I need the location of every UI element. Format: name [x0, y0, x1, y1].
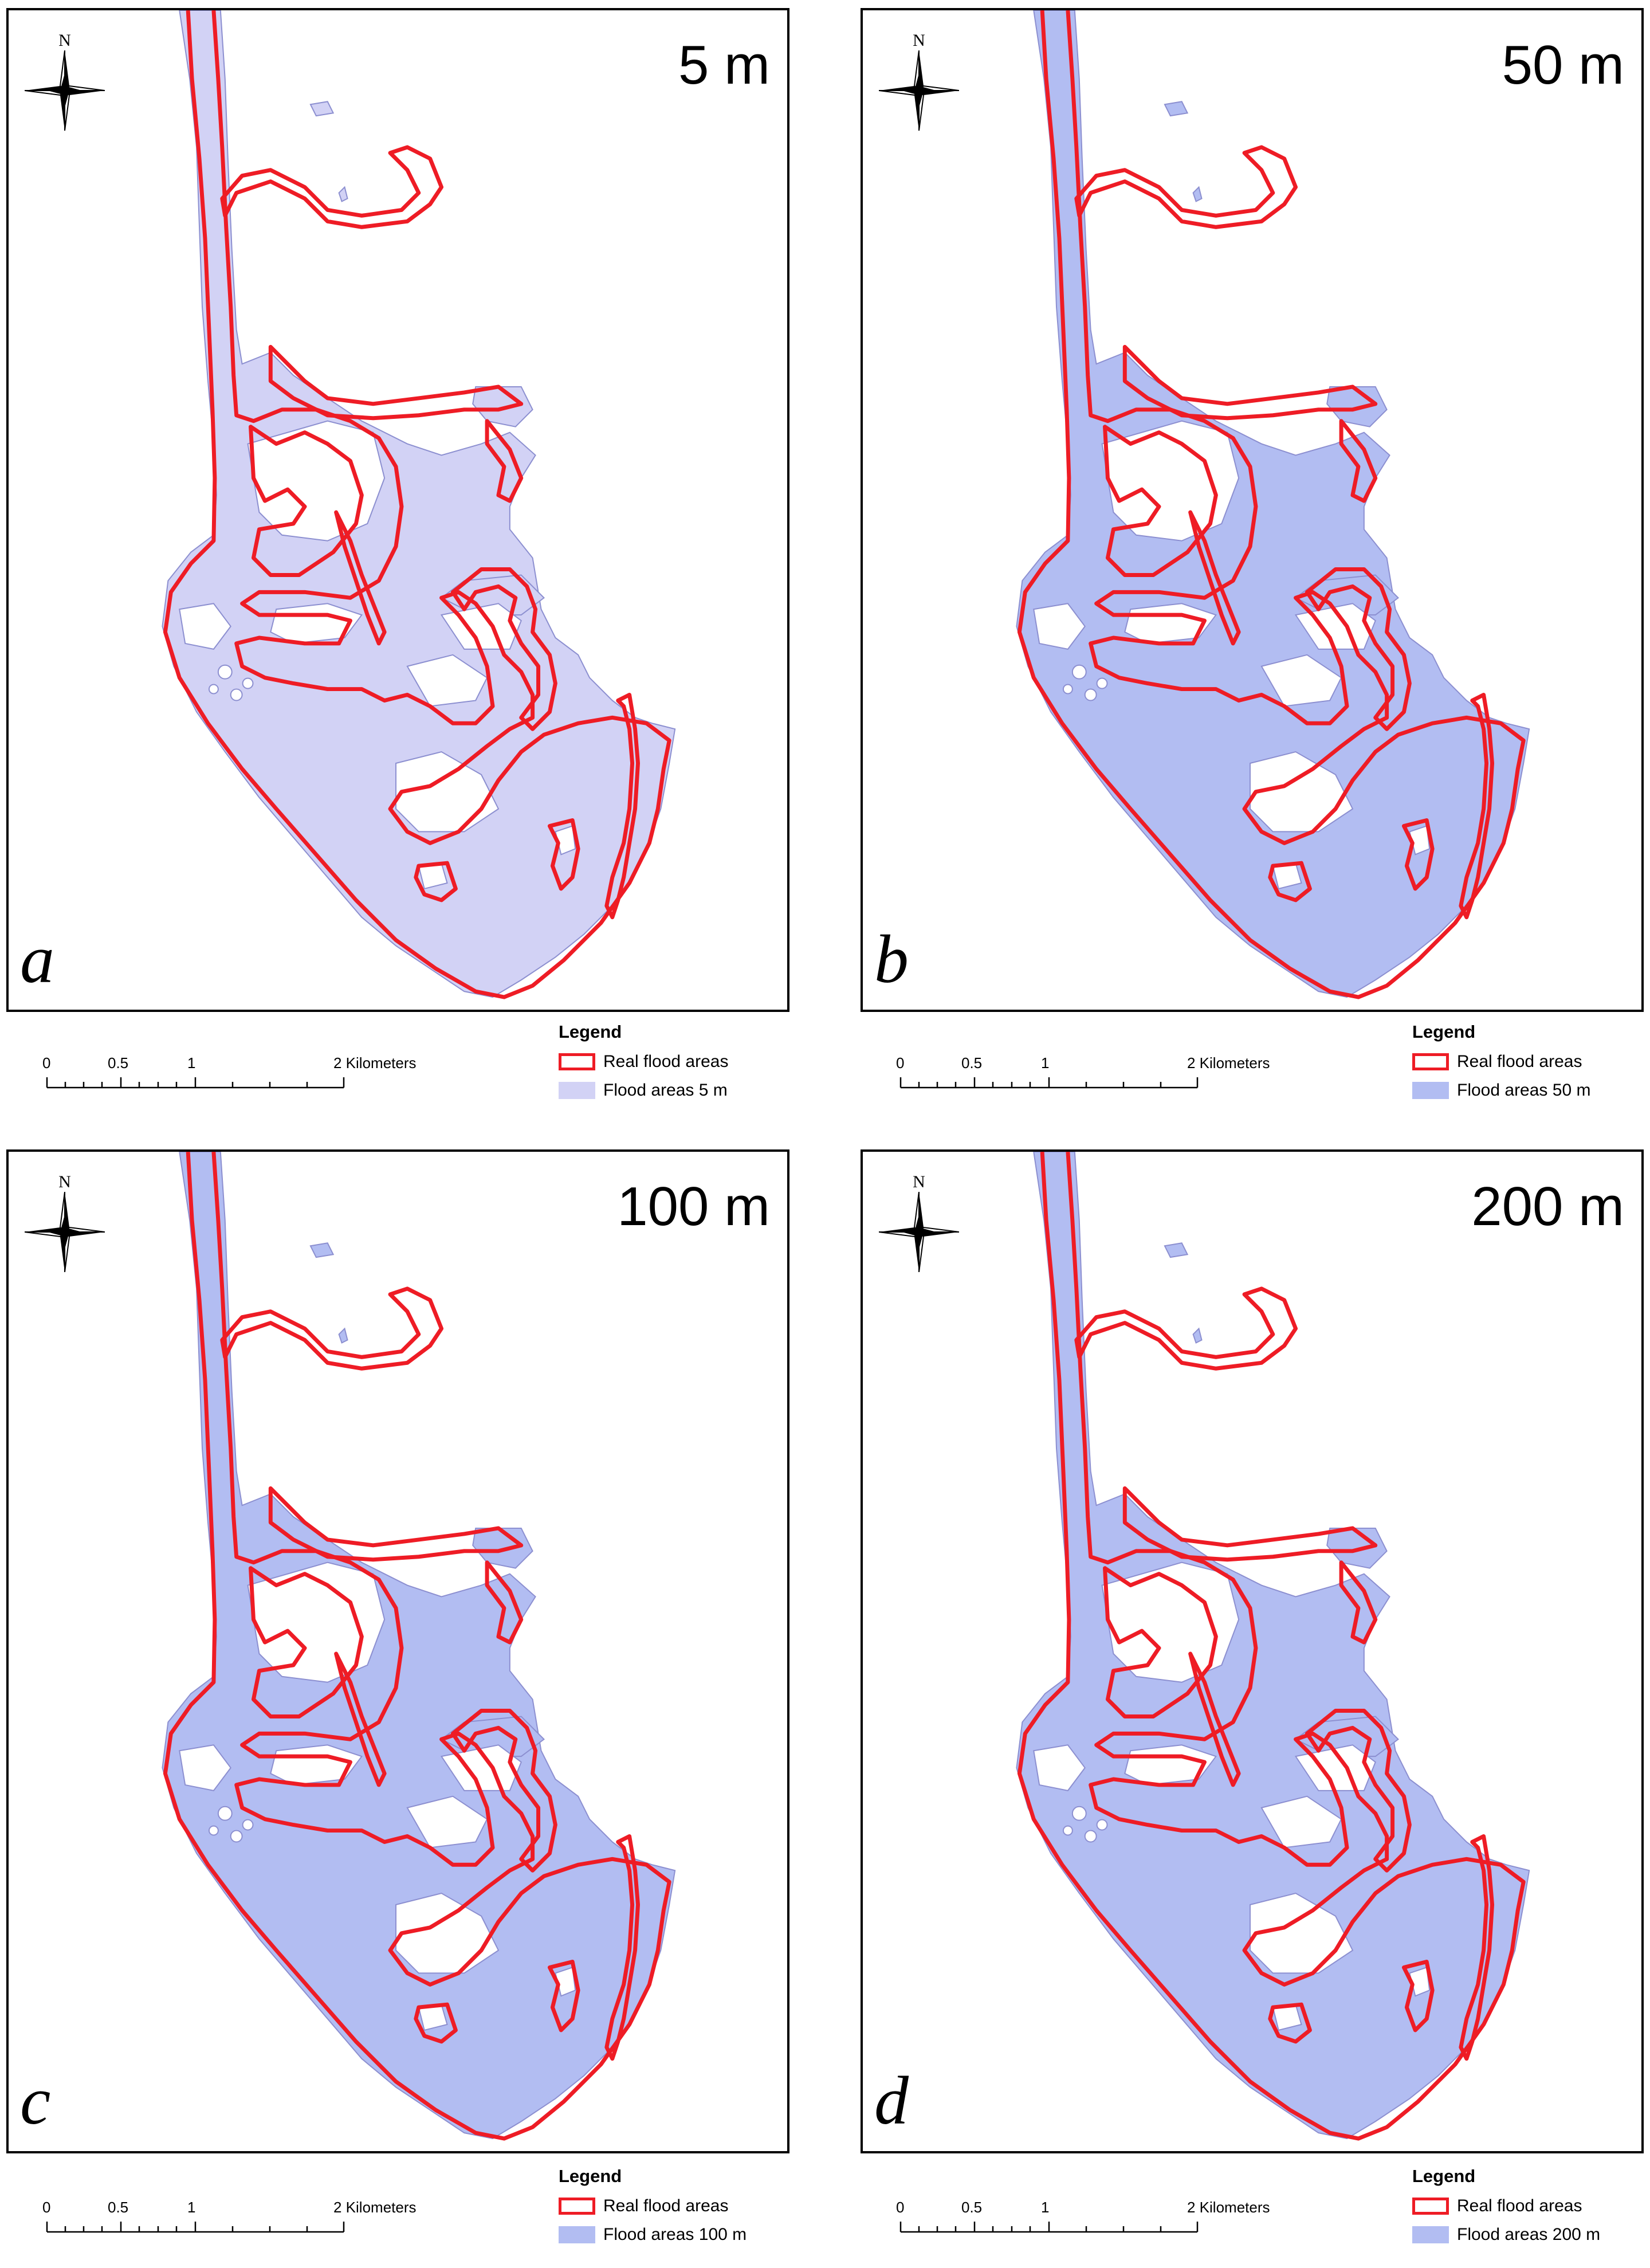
scale-label-1: 1 [187, 2199, 196, 2216]
panel-letter: b [874, 921, 909, 997]
scale-bar-line [46, 2220, 345, 2233]
scale-label-1: 1 [1041, 2199, 1050, 2216]
legend-swatch-flood [1412, 2226, 1449, 2243]
legend-title: Legend [1412, 2166, 1476, 2186]
north-arrow: N [879, 1172, 959, 1281]
north-arrow-compass-icon [25, 50, 105, 131]
map-frame: N 5 m a [6, 8, 789, 1012]
scale-label-0: 0 [896, 1054, 905, 1072]
legend-item-flood: Flood areas 5 m [559, 1076, 728, 1105]
north-arrow: N [25, 1172, 105, 1281]
scale-label-2-km: 2 Kilometers [333, 1054, 417, 1072]
legend-title: Legend [559, 2166, 622, 2186]
legend-label-flood: Flood areas 50 m [1457, 1081, 1591, 1100]
flood-map [162, 1152, 676, 2151]
scale-label-0-5: 0.5 [108, 2199, 129, 2216]
panel-letter: d [874, 2062, 909, 2138]
scale-label-0: 0 [42, 1054, 51, 1072]
legend-swatch-real [1412, 1053, 1449, 1070]
north-arrow-compass-icon [879, 1192, 959, 1272]
scale-label-0-5: 0.5 [961, 1054, 983, 1072]
north-arrow-compass-icon [25, 1192, 105, 1272]
legend-swatch-real [559, 2198, 595, 2215]
legend-label-real: Real flood areas [603, 1052, 729, 1071]
scale-label-1: 1 [1041, 1054, 1050, 1072]
scale-bar: 0 0.5 1 2 Kilometers [36, 2199, 417, 2245]
scale-label-0: 0 [896, 2199, 905, 2216]
legend-label-flood: Flood areas 5 m [603, 1081, 728, 1100]
legend-title: Legend [1412, 1022, 1476, 1042]
map-panel-a: N 5 m a 0 0.5 1 2 Kilometers Legend Real… [0, 0, 825, 1134]
north-arrow-compass-icon [879, 50, 959, 131]
flood-map [1016, 1152, 1530, 2151]
scale-label-0-5: 0.5 [108, 1054, 129, 1072]
panel-letter: c [20, 2062, 51, 2138]
legend-label-flood: Flood areas 200 m [1457, 2225, 1601, 2244]
resolution-label: 200 m [1471, 1176, 1624, 1237]
resolution-label: 100 m [617, 1176, 770, 1237]
north-letter: N [58, 1172, 71, 1191]
scale-bar: 0 0.5 1 2 Kilometers [889, 2199, 1270, 2245]
scale-label-0-5: 0.5 [961, 2199, 983, 2216]
legend-swatch-flood [559, 2226, 595, 2243]
legend-item-real: Real flood areas [559, 1047, 728, 1076]
legend-item-real: Real flood areas [559, 2192, 747, 2220]
legend-label-real: Real flood areas [1457, 1052, 1582, 1071]
legend: Legend Real flood areas Flood areas 50 m [1412, 1023, 1590, 1105]
north-arrow: N [25, 31, 105, 140]
scale-label-2-km: 2 Kilometers [1187, 2199, 1270, 2216]
legend-title: Legend [559, 1022, 622, 1042]
scale-bar: 0 0.5 1 2 Kilometers [36, 1054, 417, 1100]
resolution-label: 50 m [1502, 34, 1624, 96]
map-frame: N 50 m b [861, 8, 1644, 1012]
legend-swatch-real [1412, 2198, 1449, 2215]
north-letter: N [58, 31, 71, 50]
legend-item-real: Real flood areas [1412, 1047, 1590, 1076]
flood-map [162, 10, 676, 1010]
resolution-label: 5 m [678, 34, 770, 96]
legend-item-flood: Flood areas 100 m [559, 2220, 747, 2249]
flood-map [1016, 10, 1530, 1010]
panel-letter: a [20, 921, 54, 997]
legend-item-flood: Flood areas 200 m [1412, 2220, 1600, 2249]
legend-label-flood: Flood areas 100 m [603, 2225, 747, 2244]
north-letter: N [913, 1172, 925, 1191]
legend: Legend Real flood areas Flood areas 100 … [559, 2167, 747, 2249]
north-arrow: N [879, 31, 959, 140]
legend: Legend Real flood areas Flood areas 5 m [559, 1023, 728, 1105]
scale-bar-line [899, 2220, 1199, 2233]
map-panel-d: N 200 m d 0 0.5 1 2 Kilometers Legend Re… [825, 1134, 1650, 2268]
scale-label-2-km: 2 Kilometers [1187, 1054, 1270, 1072]
map-frame: N 100 m c [6, 1149, 789, 2153]
scale-label-2-km: 2 Kilometers [333, 2199, 417, 2216]
legend-swatch-flood [559, 1082, 595, 1099]
legend-swatch-flood [1412, 1082, 1449, 1099]
legend-swatch-real [559, 1053, 595, 1070]
legend: Legend Real flood areas Flood areas 200 … [1412, 2167, 1600, 2249]
legend-label-real: Real flood areas [603, 2196, 729, 2215]
scale-bar: 0 0.5 1 2 Kilometers [889, 1054, 1270, 1100]
legend-item-real: Real flood areas [1412, 2192, 1600, 2220]
north-letter: N [913, 31, 925, 50]
map-panel-b: N 50 m b 0 0.5 1 2 Kilometers Legend Rea… [825, 0, 1650, 1134]
legend-label-real: Real flood areas [1457, 2196, 1582, 2215]
scale-label-1: 1 [187, 1054, 196, 1072]
legend-item-flood: Flood areas 50 m [1412, 1076, 1590, 1105]
map-frame: N 200 m d [861, 1149, 1644, 2153]
map-panel-c: N 100 m c 0 0.5 1 2 Kilometers Legend Re… [0, 1134, 825, 2268]
scale-bar-line [46, 1076, 345, 1089]
scale-bar-line [899, 1076, 1199, 1089]
scale-label-0: 0 [42, 2199, 51, 2216]
